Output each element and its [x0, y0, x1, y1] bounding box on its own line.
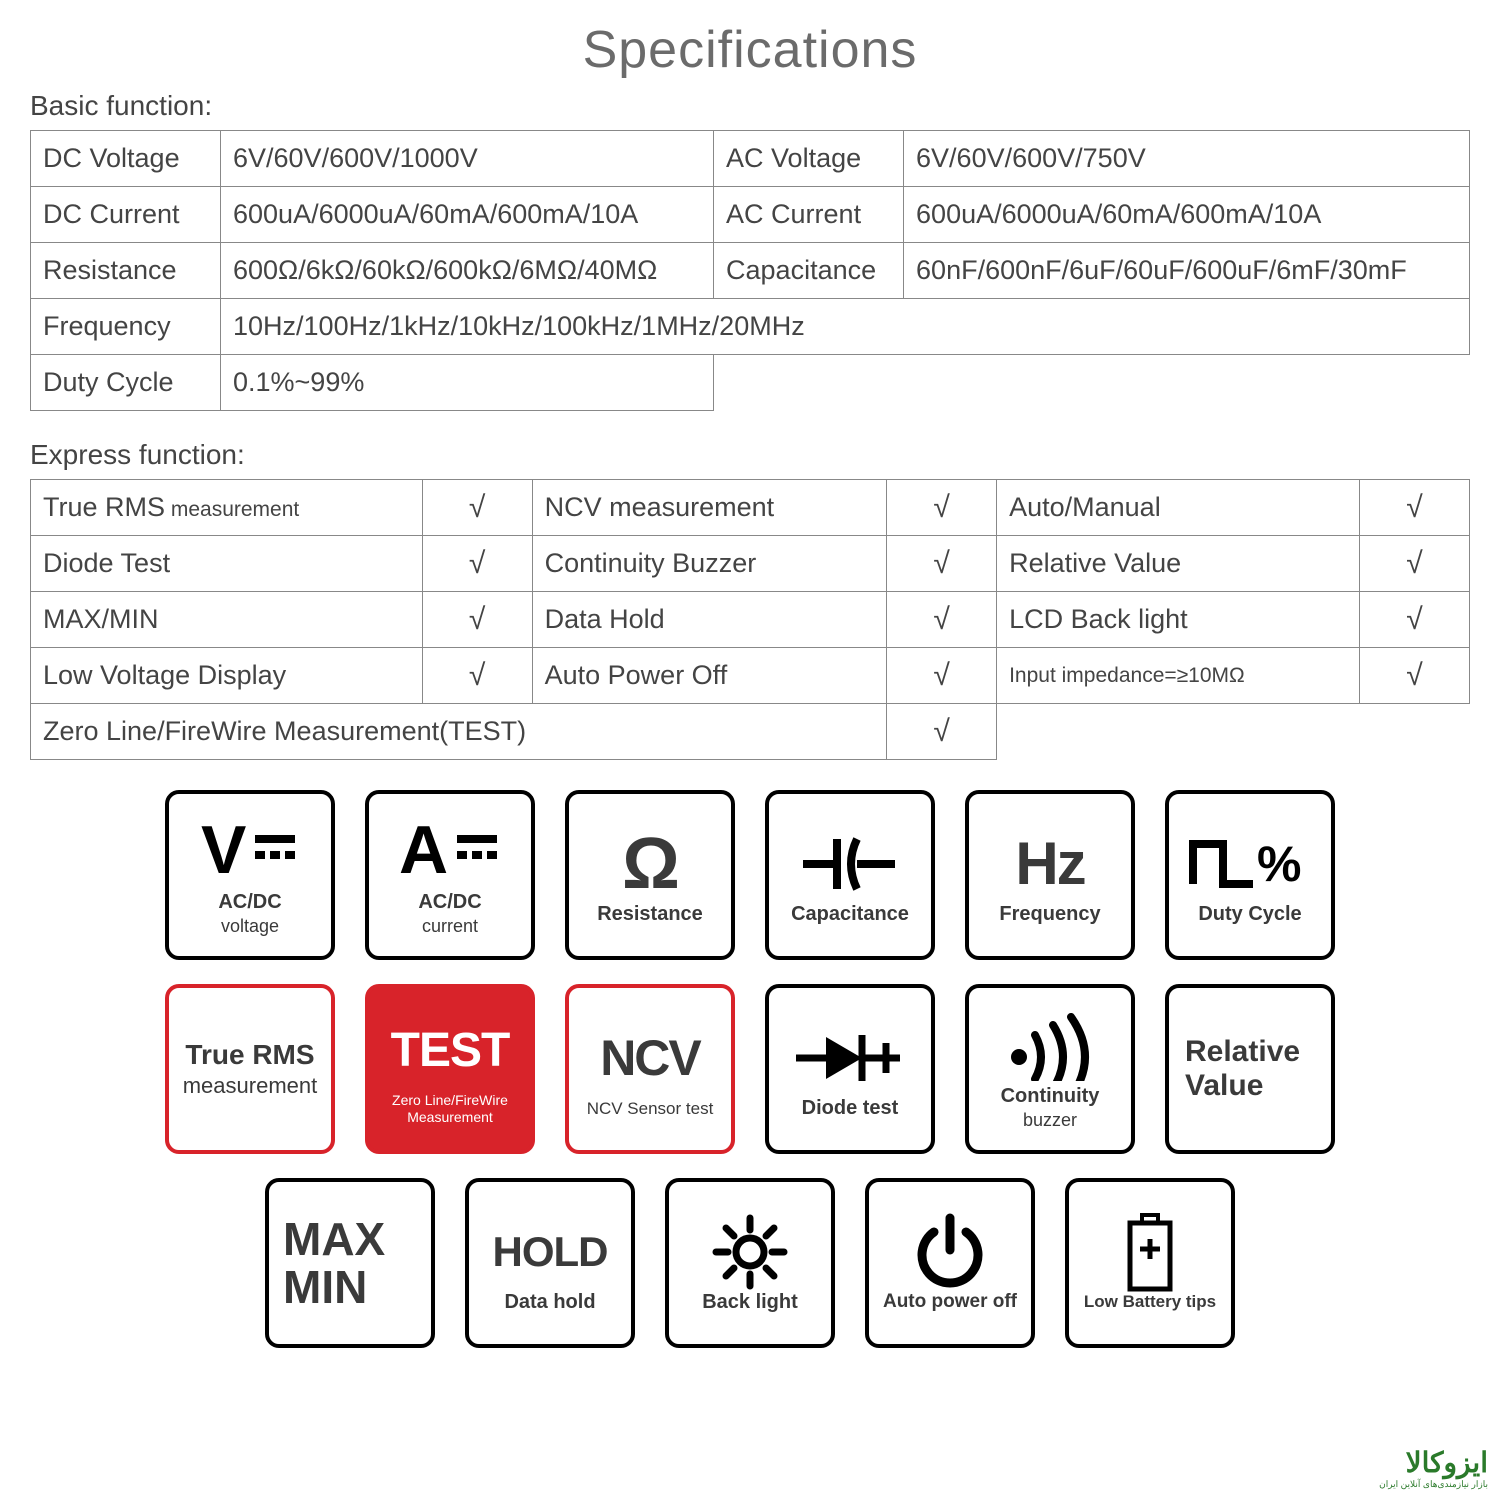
check-icon: √	[887, 480, 997, 536]
cell-label: Diode Test	[31, 536, 423, 592]
table-row: DC Current 600uA/6000uA/60mA/600mA/10A A…	[31, 187, 1470, 243]
page-title: Specifications	[30, 20, 1470, 80]
feature-icon-grid: V AC/DC voltage A AC/DC	[30, 790, 1470, 1348]
table-row: Resistance 600Ω/6kΩ/60kΩ/600kΩ/6MΩ/40MΩ …	[31, 243, 1470, 299]
check-icon: √	[1360, 480, 1470, 536]
cell-label: LCD Back light	[997, 592, 1360, 648]
watermark-logo: ایزوکالا بازار نیازمندی‌های آنلاین ایران	[1379, 1446, 1488, 1490]
check-icon: √	[422, 648, 532, 704]
icon-row: MAX MIN HOLD Data hold	[265, 1178, 1235, 1348]
frequency-icon: Hz Frequency	[965, 790, 1135, 960]
truerms-icon: True RMS measurement	[165, 984, 335, 1154]
check-icon: √	[887, 648, 997, 704]
cell-label: DC Current	[31, 187, 221, 243]
voltage-icon: V AC/DC voltage	[165, 790, 335, 960]
cell-label: Resistance	[31, 243, 221, 299]
svg-text:V: V	[201, 817, 246, 887]
cell-label: AC Voltage	[714, 131, 904, 187]
table-row: Zero Line/FireWire Measurement(TEST) √	[31, 704, 1470, 760]
check-icon: √	[887, 536, 997, 592]
cell-label: Auto/Manual	[997, 480, 1360, 536]
express-function-table: True RMS measurement √ NCV measurement √…	[30, 479, 1470, 760]
resistance-icon: Ω Resistance	[565, 790, 735, 960]
cell-value: 0.1%~99%	[221, 355, 714, 411]
capacitance-icon: Capacitance	[765, 790, 935, 960]
cell-value: 6V/60V/600V/750V	[904, 131, 1470, 187]
lowbattery-icon: Low Battery tips	[1065, 1178, 1235, 1348]
check-icon: √	[1360, 592, 1470, 648]
cell-label: Auto Power Off	[532, 648, 886, 704]
cell-label: MAX/MIN	[31, 592, 423, 648]
icon-row: V AC/DC voltage A AC/DC	[165, 790, 1335, 960]
cell-value: 6V/60V/600V/1000V	[221, 131, 714, 187]
svg-text:%: %	[1257, 836, 1301, 892]
cell-label: Relative Value	[997, 536, 1360, 592]
check-icon: √	[1360, 648, 1470, 704]
diode-icon: Diode test	[765, 984, 935, 1154]
table-row: MAX/MIN √ Data Hold √ LCD Back light √	[31, 592, 1470, 648]
basic-heading: Basic function:	[30, 90, 1470, 122]
current-icon: A AC/DC current	[365, 790, 535, 960]
table-row: Low Voltage Display √ Auto Power Off √ I…	[31, 648, 1470, 704]
ncv-icon: NCV NCV Sensor test	[565, 984, 735, 1154]
cell-label: Continuity Buzzer	[532, 536, 886, 592]
express-heading: Express function:	[30, 439, 1470, 471]
cell-value: 600Ω/6kΩ/60kΩ/600kΩ/6MΩ/40MΩ	[221, 243, 714, 299]
autopower-icon: Auto power off	[865, 1178, 1035, 1348]
dutycycle-icon: % Duty Cycle	[1165, 790, 1335, 960]
cell-label: AC Current	[714, 187, 904, 243]
cell-label: True RMS measurement	[31, 480, 423, 536]
cell-value: 600uA/6000uA/60mA/600mA/10A	[221, 187, 714, 243]
maxmin-icon: MAX MIN	[265, 1178, 435, 1348]
cell-value: 60nF/600nF/6uF/60uF/600uF/6mF/30mF	[904, 243, 1470, 299]
cell-label: NCV measurement	[532, 480, 886, 536]
backlight-icon: Back light	[665, 1178, 835, 1348]
check-icon: √	[422, 480, 532, 536]
cell-label: Capacitance	[714, 243, 904, 299]
table-row: True RMS measurement √ NCV measurement √…	[31, 480, 1470, 536]
basic-function-table: DC Voltage 6V/60V/600V/1000V AC Voltage …	[30, 130, 1470, 411]
table-row: Frequency 10Hz/100Hz/1kHz/10kHz/100kHz/1…	[31, 299, 1470, 355]
cell-label: DC Voltage	[31, 131, 221, 187]
continuity-icon: Continuity buzzer	[965, 984, 1135, 1154]
check-icon: √	[422, 536, 532, 592]
relative-icon: Relative Value	[1165, 984, 1335, 1154]
cell-label: Input impedance=≥10MΩ	[997, 648, 1360, 704]
cell-label: Low Voltage Display	[31, 648, 423, 704]
table-row: Duty Cycle 0.1%~99%	[31, 355, 1470, 411]
table-row: DC Voltage 6V/60V/600V/1000V AC Voltage …	[31, 131, 1470, 187]
cell-value: 10Hz/100Hz/1kHz/10kHz/100kHz/1MHz/20MHz	[221, 299, 1470, 355]
hold-icon: HOLD Data hold	[465, 1178, 635, 1348]
cell-label: Duty Cycle	[31, 355, 221, 411]
check-icon: √	[887, 704, 997, 760]
check-icon: √	[422, 592, 532, 648]
check-icon: √	[1360, 536, 1470, 592]
cell-value: 600uA/6000uA/60mA/600mA/10A	[904, 187, 1470, 243]
test-icon: TEST Zero Line/FireWire Measurement	[365, 984, 535, 1154]
check-icon: √	[887, 592, 997, 648]
svg-text:A: A	[399, 817, 447, 887]
cell-label: Frequency	[31, 299, 221, 355]
table-row: Diode Test √ Continuity Buzzer √ Relativ…	[31, 536, 1470, 592]
icon-row: True RMS measurement TEST Zero Line/Fire…	[165, 984, 1335, 1154]
cell-label: Data Hold	[532, 592, 886, 648]
cell-label: Zero Line/FireWire Measurement(TEST)	[31, 704, 887, 760]
